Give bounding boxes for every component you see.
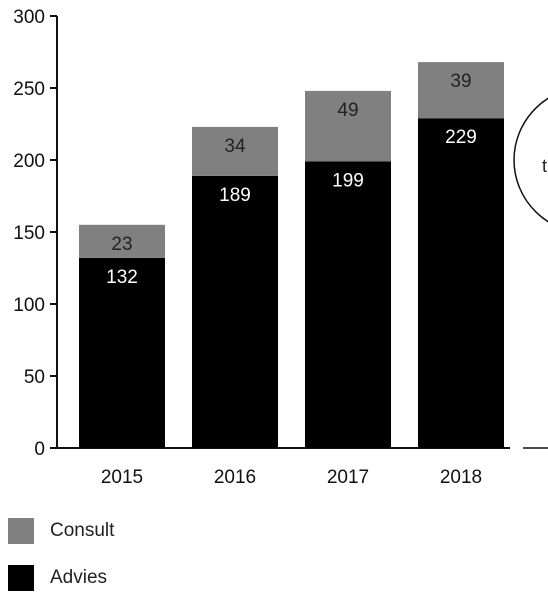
- bar-advies-2017: [305, 161, 391, 448]
- data-label-advies: 132: [106, 267, 138, 288]
- legend-swatch-consult: [8, 518, 34, 544]
- data-label-consult: 39: [450, 71, 471, 92]
- legend-label-consult: Consult: [50, 520, 115, 541]
- legend-item-consult: Consult: [8, 518, 114, 544]
- data-label-advies: 189: [219, 185, 251, 206]
- legend-swatch-advies: [8, 565, 34, 591]
- y-tick-label: 150: [13, 223, 45, 244]
- y-tick-label: 0: [34, 439, 45, 460]
- bar-advies-2018: [418, 118, 504, 449]
- legend-label-advies: Advies: [50, 567, 108, 588]
- x-tick-label: 2015: [101, 467, 143, 488]
- y-tick-label: 100: [13, 295, 45, 316]
- bar-consult-2018: [418, 62, 504, 119]
- y-tick-label: 50: [24, 367, 45, 388]
- data-label-advies: 229: [445, 127, 477, 148]
- bar-advies-2016: [192, 175, 278, 448]
- annotation-callout: t: [513, 97, 548, 449]
- bar-advies-2015: [79, 257, 165, 448]
- axes: 0 50 100 150 200 250 300 2015 2016 2017 2018: [13, 7, 510, 488]
- bar-consult-2016: [192, 126, 278, 176]
- data-label-consult: 49: [337, 100, 358, 121]
- legend-item-advies: Advies: [8, 565, 107, 591]
- x-tick-label: 2017: [327, 467, 369, 488]
- annotation-text: t: [542, 156, 547, 176]
- x-tick-label: 2018: [440, 467, 482, 488]
- bar-consult-2017: [305, 90, 391, 162]
- data-label-advies: 199: [332, 170, 364, 191]
- y-tick-label: 250: [13, 79, 45, 100]
- data-label-consult: 23: [111, 234, 132, 255]
- bar-labels: 132 23 189 34 199 49 229 39: [106, 71, 477, 288]
- bar-consult-2015: [79, 224, 165, 258]
- data-label-consult: 34: [224, 136, 246, 157]
- annotation-ellipse: [513, 97, 548, 223]
- x-tick-label: 2016: [214, 467, 256, 488]
- bars: [79, 62, 504, 449]
- y-tick-label: 300: [13, 7, 45, 28]
- y-tick-label: 200: [13, 151, 45, 172]
